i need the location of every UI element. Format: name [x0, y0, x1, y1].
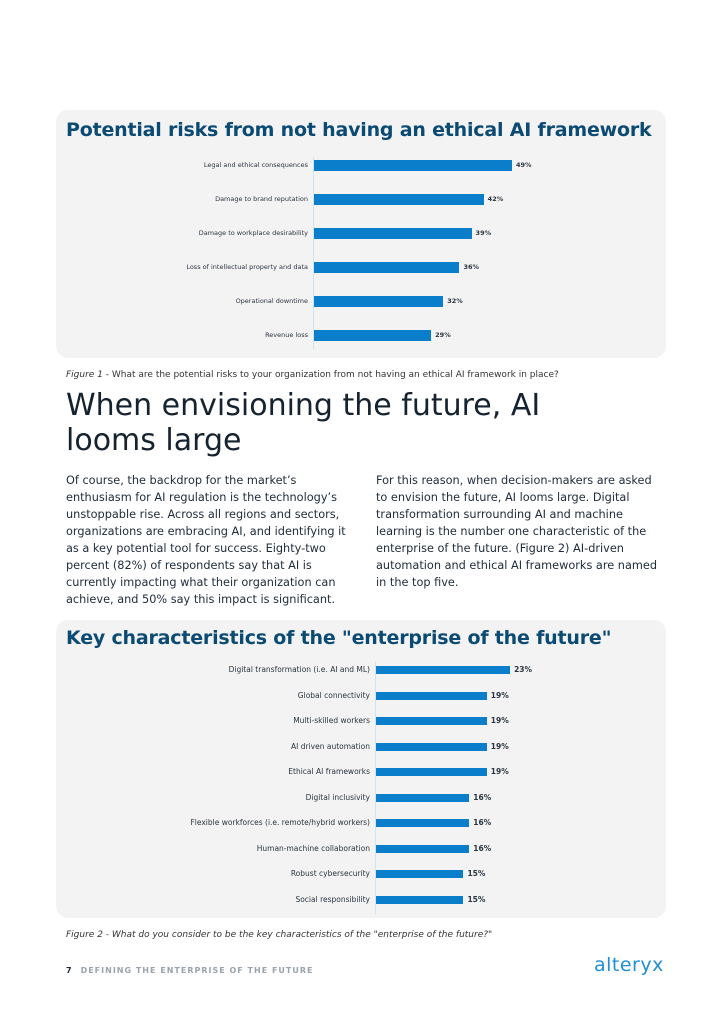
bar-value-label: 16% [473, 843, 492, 853]
bar-category-label: Digital inclusivity [305, 792, 370, 802]
bar-row: Damage to workplace desirability 39% [56, 226, 666, 240]
figure1-caption-label: Figure 1 [66, 370, 103, 380]
figure2-title: Key characteristics of the "enterprise o… [66, 627, 612, 649]
bar-category-label: Damage to workplace desirability [198, 229, 308, 237]
bar-value-label: 15% [467, 869, 486, 878]
bar-category-label: Robust cybersecurity [290, 869, 370, 878]
bar-value-label: 19% [490, 741, 509, 751]
bar-row: Loss of intellectual property and data 36… [56, 260, 666, 274]
bar-row: Legal and ethical consequences 49% [56, 158, 666, 172]
bar-row: Flexible workforces (i.e. remote/hybrid … [56, 816, 666, 830]
bar-row: Robust cybersecurity 15% [56, 867, 666, 881]
figure2-caption: Figure 2 - What do you consider to be th… [66, 930, 493, 940]
bar-category-label: Damage to brand reputation [215, 195, 308, 203]
bar [376, 742, 487, 751]
bar-category-label: Revenue loss [265, 331, 308, 339]
bar-value-label: 42% [487, 195, 504, 203]
bar-value-label: 15% [467, 894, 486, 904]
bar-category-label: Human-machine collaboration [256, 843, 370, 853]
bar-row: Operational downtime 32% [56, 294, 666, 308]
bar [376, 691, 487, 700]
bar-value-label: 16% [473, 792, 492, 802]
bar-row: Social responsibility 15% [56, 893, 666, 907]
bar-category-label: Multi-skilled workers [293, 716, 370, 725]
bar-category-label: AI driven automation [291, 741, 370, 751]
bar [376, 717, 487, 725]
bar [314, 193, 484, 205]
bar [376, 666, 511, 674]
bar-category-label: Global connectivity [297, 690, 370, 700]
bar-row: Digital inclusivity 16% [56, 791, 666, 805]
bar [376, 870, 464, 878]
page-number: 7 [66, 966, 73, 975]
bar-value-label: 19% [490, 767, 509, 776]
bar-value-label: 49% [515, 161, 532, 169]
bar [376, 793, 470, 802]
section-heading: When envisioning the future, AI looms la… [66, 388, 541, 458]
bar [376, 768, 487, 776]
chart-axis-line [375, 662, 376, 914]
bar-value-label: 23% [514, 665, 533, 674]
bar-value-label: 16% [473, 818, 492, 827]
figure1-caption-text: - What are the potential risks to your o… [102, 370, 559, 380]
bar [314, 329, 432, 341]
bar-value-label: 19% [490, 690, 509, 700]
figure1-title: Potential risks from not having an ethic… [66, 119, 652, 141]
figure1-panel: Potential risks from not having an ethic… [56, 110, 666, 358]
bar-category-label: Ethical AI frameworks [288, 767, 370, 776]
bar-row: Global connectivity 19% [56, 689, 666, 703]
bar-category-label: Operational downtime [235, 297, 308, 305]
alteryx-logo: alteryx [594, 954, 664, 976]
footer-section: 7 DEFINING THE ENTERPRISE OF THE FUTURE [66, 966, 314, 975]
figure2-panel: Key characteristics of the "enterprise o… [56, 620, 666, 918]
bar-value-label: 32% [447, 297, 463, 305]
bar [314, 159, 512, 171]
bar-value-label: 19% [490, 716, 509, 725]
bar-value-label: 29% [435, 331, 451, 339]
body-column-2: For this reason, when decision-makers ar… [376, 474, 657, 589]
footer-section-title: DEFINING THE ENTERPRISE OF THE FUTURE [80, 966, 314, 975]
bar [314, 261, 460, 273]
bar-row: Damage to brand reputation 42% [56, 192, 666, 206]
bar-category-label: Legal and ethical consequences [203, 161, 308, 169]
bar-row: Human-machine collaboration 16% [56, 842, 666, 856]
chart-axis-line [313, 157, 314, 349]
bar-value-label: 39% [475, 229, 492, 237]
bar [376, 819, 470, 827]
bar [376, 844, 470, 853]
bar-category-label: Loss of intellectual property and data [186, 263, 308, 271]
figure1-caption: Figure 1 - What are the potential risks … [66, 370, 559, 380]
bar [314, 295, 444, 307]
bar [376, 895, 464, 904]
bar [314, 227, 472, 239]
bar-row: Ethical AI frameworks 19% [56, 765, 666, 779]
bar-value-label: 36% [463, 263, 479, 271]
bar-category-label: Digital transformation (i.e. AI and ML) [228, 665, 370, 674]
bar-row: Multi-skilled workers 19% [56, 714, 666, 728]
bar-category-label: Social responsibility [295, 894, 370, 904]
body-column-1: Of course, the backdrop for the market’s… [66, 474, 346, 606]
bar-row: AI driven automation 19% [56, 740, 666, 754]
bar-row: Revenue loss 29% [56, 328, 666, 342]
bar-row: Digital transformation (i.e. AI and ML) 2… [56, 663, 666, 677]
bar-category-label: Flexible workforces (i.e. remote/hybrid … [190, 818, 370, 827]
